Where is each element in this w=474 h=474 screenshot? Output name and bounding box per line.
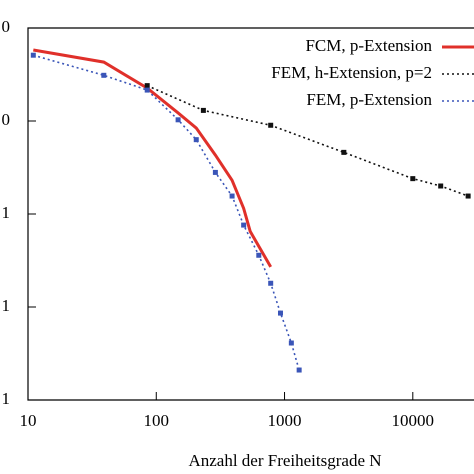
legend-label: FEM, p-Extension [306, 90, 432, 109]
legend-label: FEM, h-Extension, p=2 [271, 63, 432, 82]
series-marker [256, 252, 262, 258]
series-marker [30, 52, 36, 58]
series-line [33, 48, 272, 268]
axis-frame [27, 27, 474, 401]
x-axis-label: Anzahl der Freiheitsgrade N [188, 451, 381, 470]
series-marker [229, 193, 235, 199]
x-tick-label: 1000 [268, 411, 302, 430]
series-marker [241, 222, 247, 228]
series-marker [277, 310, 283, 316]
y-tick-label: 1 [2, 389, 11, 408]
series-marker [465, 193, 471, 199]
x-tick-label: 10 [20, 411, 37, 430]
series-marker [268, 280, 274, 286]
series-marker [144, 87, 150, 93]
x-tick-label: 10000 [392, 411, 435, 430]
y-tick-label: 1 [2, 296, 11, 315]
series-marker [175, 117, 181, 123]
series-marker [341, 149, 347, 155]
y-tick-label: 1 [2, 203, 11, 222]
series-marker [101, 72, 107, 78]
y-tick-label: 0 [2, 110, 11, 129]
series-marker [288, 340, 294, 346]
y-tick-label: 0 [2, 17, 11, 36]
series-marker [200, 107, 206, 113]
series-marker [144, 83, 150, 89]
series-marker [438, 183, 444, 189]
series-marker [193, 137, 199, 143]
series-marker [296, 367, 302, 373]
x-tick-label: 100 [144, 411, 170, 430]
legend-label: FCM, p-Extension [305, 36, 432, 55]
series-marker [410, 176, 416, 182]
series-marker [212, 169, 218, 175]
series-marker [268, 122, 274, 128]
